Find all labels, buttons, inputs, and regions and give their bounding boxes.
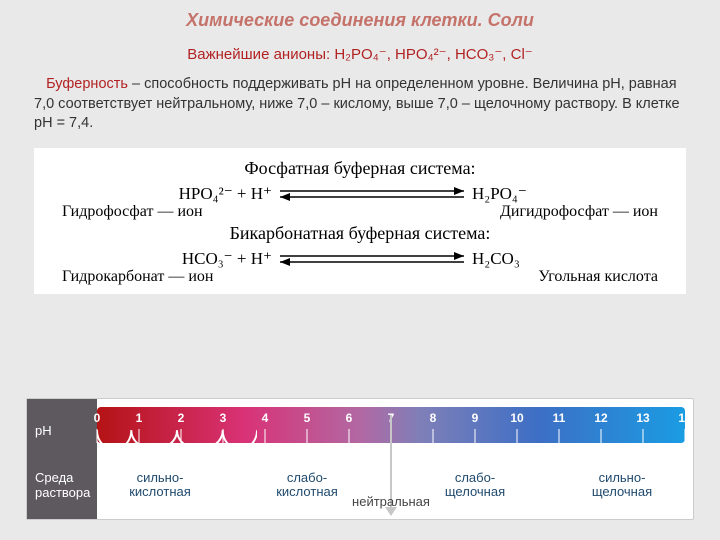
buffer-paragraph: Буферность – способность поддерживать рН…: [0, 63, 720, 134]
ph-tick: 13: [636, 411, 649, 425]
ph-tick: 2: [178, 411, 185, 425]
equilibrium-arrow-icon: [272, 248, 472, 270]
ph-tick: 12: [594, 411, 607, 425]
phosphate-system-title: Фосфатная буферная система:: [38, 158, 682, 179]
ph-tick: 10: [510, 411, 523, 425]
bicarbonate-equation: HCO₃⁻ + H⁺ H₂CO₃: [38, 248, 682, 270]
ph-row-label: рН: [35, 423, 52, 438]
anion-4: Cl⁻: [511, 46, 533, 63]
anion-3: HCO₃⁻: [455, 46, 502, 63]
phosphate-labels: Гидрофосфат — ион Дигидрофосфат — ион: [38, 203, 682, 221]
env-label: сильно-щелочная: [592, 471, 652, 500]
equilibrium-arrow-icon: [272, 183, 472, 205]
bicarbonate-right-label: Угольная кислота: [538, 268, 658, 286]
ph-arcs: [97, 427, 257, 459]
env-label: слабо-кислотная: [276, 471, 338, 500]
slide-title: Химические соединения клетки. Соли: [0, 0, 720, 31]
phosphate-right: H₂PO₄⁻: [472, 184, 682, 204]
anion-1: H₂PO₄⁻: [334, 46, 386, 63]
neutral-label: нейтральная: [352, 495, 430, 509]
env-labels-row: сильно-кислотная слабо-кислотная слабо-щел…: [97, 469, 685, 513]
bicarbonate-right: H₂CO₃: [472, 249, 682, 269]
ph-scale-panel: рН Среда раствора 01234567891011121314 с…: [26, 398, 694, 520]
ph-tick: 4: [262, 411, 269, 425]
ph-tick: 9: [472, 411, 479, 425]
ph-scale: 01234567891011121314: [97, 407, 685, 459]
phosphate-right-label: Дигидрофосфат — ион: [500, 203, 658, 221]
phosphate-equation: HPO₄²⁻ + H⁺ H₂PO₄⁻: [38, 183, 682, 205]
env-row-label: Среда раствора: [35, 471, 97, 501]
bicarbonate-left: HCO₃⁻ + H⁺: [62, 249, 272, 269]
env-label: слабо-щелочная: [445, 471, 505, 500]
buffer-systems-block: Фосфатная буферная система: HPO₄²⁻ + H⁺ …: [34, 148, 686, 294]
buffer-keyword: Буферность: [46, 76, 128, 92]
anions-line: Важнейшие анионы: H₂PO₄⁻, HPO₄²⁻, HCO₃⁻,…: [0, 45, 720, 63]
ph-tick: 14: [678, 411, 691, 425]
anion-2: HPO₄²⁻: [395, 46, 447, 63]
ph-tick: 1: [136, 411, 143, 425]
bicarbonate-labels: Гидрокарбонат — ион Угольная кислота: [38, 268, 682, 286]
phosphate-left-label: Гидрофосфат — ион: [62, 203, 203, 221]
phosphate-left: HPO₄²⁻ + H⁺: [62, 184, 272, 204]
anions-prefix: Важнейшие анионы:: [187, 46, 334, 63]
ph-tick: 11: [553, 411, 566, 425]
ph-tick: 6: [346, 411, 353, 425]
ph-left-column: рН Среда раствора: [27, 399, 97, 519]
ph-tick: 0: [94, 411, 101, 425]
ph-tick: 3: [220, 411, 227, 425]
bicarbonate-left-label: Гидрокарбонат — ион: [62, 268, 213, 286]
ph-tick: 8: [430, 411, 437, 425]
ph-tick: 5: [304, 411, 311, 425]
env-label: сильно-кислотная: [129, 471, 191, 500]
bicarbonate-system-title: Бикарбонатная буферная система:: [38, 223, 682, 244]
buffer-text: – способность поддерживать рН на определ…: [34, 76, 680, 131]
